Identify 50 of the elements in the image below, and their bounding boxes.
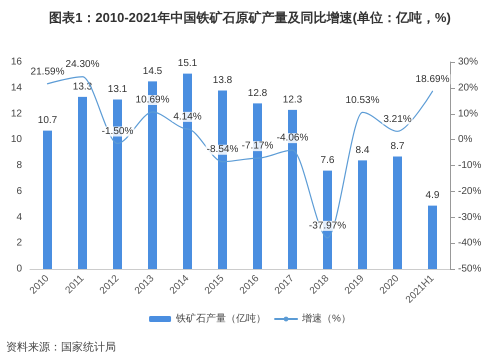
data-label: 8.7 xyxy=(390,140,405,152)
y2-tick-label: -40% xyxy=(458,238,482,249)
text: 资料来源：国家统计局 xyxy=(6,340,116,354)
y2-tick-label: 10% xyxy=(458,108,478,120)
y-tick-label: 2 xyxy=(16,238,22,249)
data-label: -4.06% xyxy=(276,132,308,144)
bar xyxy=(428,206,437,269)
y-tick-label: 0 xyxy=(16,264,22,274)
data-label: 10.69% xyxy=(136,94,170,106)
data-label: 10.7 xyxy=(38,115,58,126)
data-label: 13.1 xyxy=(108,84,128,96)
data-label: 10.53% xyxy=(346,94,380,106)
chart-title: 图表1：2010-2021年中国铁矿石原矿产量及同比增速(单位：亿吨，%) xyxy=(49,10,451,25)
data-label: 13.8 xyxy=(212,74,233,86)
y2-tick-label: 0% xyxy=(458,134,473,146)
data-label: 12.3 xyxy=(282,94,303,106)
y2-tick-label: -10% xyxy=(458,160,482,171)
y2-tick-label: -20% xyxy=(458,186,482,197)
y2-tick-label: 20% xyxy=(458,82,478,94)
data-label: 12.8 xyxy=(248,88,268,99)
bar xyxy=(393,156,402,269)
data-label: 4.9 xyxy=(426,190,440,202)
data-label: -1.50% xyxy=(102,126,134,138)
data-label: 7.6 xyxy=(320,155,335,166)
bar xyxy=(78,96,87,269)
data-label: 4.14% xyxy=(173,111,202,122)
data-label: -8.54% xyxy=(206,144,238,156)
bar xyxy=(43,130,52,269)
data-label: -7.17% xyxy=(242,140,274,152)
data-label: -37.97% xyxy=(308,220,346,232)
y-tick-label: 14 xyxy=(10,82,22,94)
y-tick-label: 16 xyxy=(10,56,22,68)
y-tick-label: 4 xyxy=(16,212,22,223)
legend-label: 增速（%） xyxy=(301,312,351,324)
y-tick-label: 6 xyxy=(16,186,22,197)
y2-tick-label: -30% xyxy=(458,212,482,223)
data-label: 3.21% xyxy=(383,114,412,125)
bar xyxy=(358,160,367,269)
data-label: 21.59% xyxy=(30,66,65,78)
data-label: 14.5 xyxy=(142,66,163,77)
data-label: 15.1 xyxy=(178,58,198,70)
y2-tick-label: -50% xyxy=(458,264,482,274)
data-label: 8.4 xyxy=(356,144,370,156)
y-tick-label: 10 xyxy=(10,134,22,146)
data-label: 24.30% xyxy=(66,59,100,70)
data-label: 18.69% xyxy=(416,74,450,85)
y2-tick-label: 30% xyxy=(458,56,478,68)
legend-label: 铁矿石产量（亿吨） xyxy=(175,312,266,324)
y-tick-label: 12 xyxy=(10,108,22,120)
y-tick-label: 8 xyxy=(16,160,22,171)
